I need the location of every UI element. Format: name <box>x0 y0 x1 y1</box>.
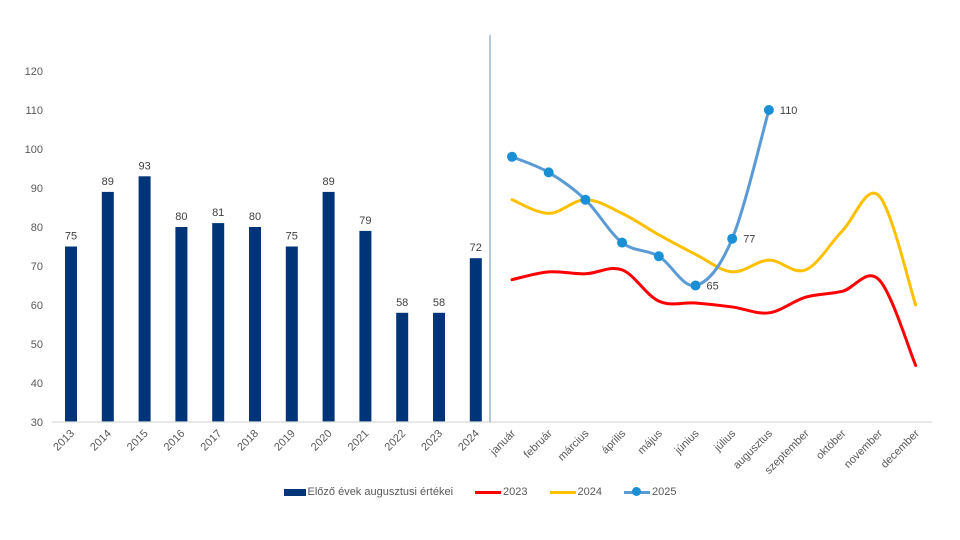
data-point-2025 <box>727 233 738 244</box>
y-tick-label: 50 <box>31 339 43 351</box>
x-tick-label-year: 2023 <box>419 428 445 454</box>
bar <box>322 191 335 422</box>
x-tick-label-year: 2024 <box>456 428 482 454</box>
x-tick-label-year: 2019 <box>272 428 298 454</box>
legend-item-2025: 2025 <box>624 486 676 498</box>
x-tick-label-month: október <box>814 427 849 462</box>
y-tick-label: 90 <box>31 183 43 195</box>
legend-marker-2025 <box>632 487 641 496</box>
bar <box>212 223 225 422</box>
x-tick-label-year: 2016 <box>162 428 188 454</box>
x-tick-label-year: 2020 <box>309 428 335 454</box>
bar <box>138 176 151 422</box>
legend-label-2024: 2024 <box>577 486 602 498</box>
line-series-2023 <box>510 267 918 367</box>
legend-item-2023: 2023 <box>475 486 528 498</box>
y-tick-label: 100 <box>25 144 43 156</box>
bar-data-label: 72 <box>470 242 482 254</box>
bar <box>101 191 114 422</box>
x-tick-label-year: 2018 <box>235 428 261 454</box>
line-series-2025 <box>510 108 771 288</box>
bar <box>469 258 482 422</box>
legend-label-2023: 2023 <box>503 486 528 498</box>
legend-swatch-2024 <box>549 490 576 494</box>
x-tick-label-month: május <box>636 427 666 457</box>
y-tick-label: 40 <box>31 378 43 390</box>
y-tick-label: 120 <box>25 66 43 78</box>
legend-item-2024: 2024 <box>549 486 602 498</box>
bar-data-label: 80 <box>175 211 187 223</box>
bar <box>65 246 77 422</box>
bar-data-label: 93 <box>138 160 150 172</box>
x-tick-label-month: november <box>842 427 885 470</box>
data-point-2025 <box>507 151 517 162</box>
line-series: 65 77 110 <box>507 105 918 367</box>
y-tick-label: 30 <box>31 417 43 429</box>
line-data-label: 77 <box>743 234 755 246</box>
bar <box>285 246 298 422</box>
bar <box>433 312 445 422</box>
x-tick-label-year: 2015 <box>125 428 151 454</box>
line-data-label: 110 <box>780 105 798 117</box>
x-tick-label-month: július <box>711 427 738 454</box>
legend: Előző évek augusztusi értékei 2023 2024 … <box>0 486 960 498</box>
y-axis: 30 40 50 60 70 80 90 100 110 120 <box>25 66 43 429</box>
x-tick-label-year: 2013 <box>51 428 77 454</box>
data-point-2025 <box>690 280 701 291</box>
x-tick-label-month: április <box>599 427 628 456</box>
y-tick-label: 60 <box>31 300 43 312</box>
x-tick-label-month: március <box>556 427 592 463</box>
bar <box>249 227 261 422</box>
bar-data-label: 58 <box>396 297 408 309</box>
x-tick-label-month: december <box>879 427 922 470</box>
legend-item-bars: Előző évek augusztusi értékei <box>283 486 454 498</box>
year-axis-labels: 2013 2014 2015 2016 2017 2018 2019 2020 2021 2022… <box>51 428 482 454</box>
bar-data-label: 75 <box>286 231 298 243</box>
legend-swatch-bars <box>283 488 306 496</box>
bar-series <box>65 176 482 422</box>
bar-data-label: 58 <box>433 297 445 309</box>
legend-swatch-2023 <box>475 490 502 494</box>
data-point-2025 <box>653 251 664 262</box>
bar-data-label: 75 <box>65 231 77 243</box>
x-tick-label-year: 2017 <box>199 428 225 454</box>
bar <box>359 230 372 422</box>
x-tick-label-month: február <box>522 427 555 460</box>
legend-label-bars: Előző évek augusztusi értékei <box>307 486 454 498</box>
bar <box>396 312 409 422</box>
line-data-label: 65 <box>707 281 719 293</box>
data-point-2025 <box>580 194 591 205</box>
data-point-2025 <box>617 237 628 248</box>
legend-label-2025: 2025 <box>652 486 677 498</box>
bar-data-label: 80 <box>249 211 261 223</box>
month-axis-labels: január február március április május június jú… <box>487 427 922 476</box>
bar-data-label: 79 <box>359 215 371 227</box>
x-tick-label-year: 2022 <box>383 428 409 454</box>
x-tick-label-month: január <box>487 427 518 458</box>
x-tick-label-year: 2021 <box>346 428 372 454</box>
bar-data-label: 81 <box>212 207 224 219</box>
y-tick-label: 70 <box>31 261 43 273</box>
y-tick-label: 80 <box>31 222 43 234</box>
bar-data-label: 89 <box>102 176 114 188</box>
data-point-2025 <box>543 167 554 178</box>
y-tick-label: 110 <box>25 105 43 117</box>
bar <box>175 227 188 422</box>
bar-data-label: 89 <box>322 176 334 188</box>
legend-swatch-2025 <box>624 487 650 496</box>
data-point-2025 <box>763 105 774 115</box>
x-tick-label-year: 2014 <box>88 428 114 454</box>
x-tick-label-month: június <box>672 427 702 457</box>
bar-data-labels: 75 89 93 80 81 80 75 89 79 58 58 72 <box>65 160 482 308</box>
